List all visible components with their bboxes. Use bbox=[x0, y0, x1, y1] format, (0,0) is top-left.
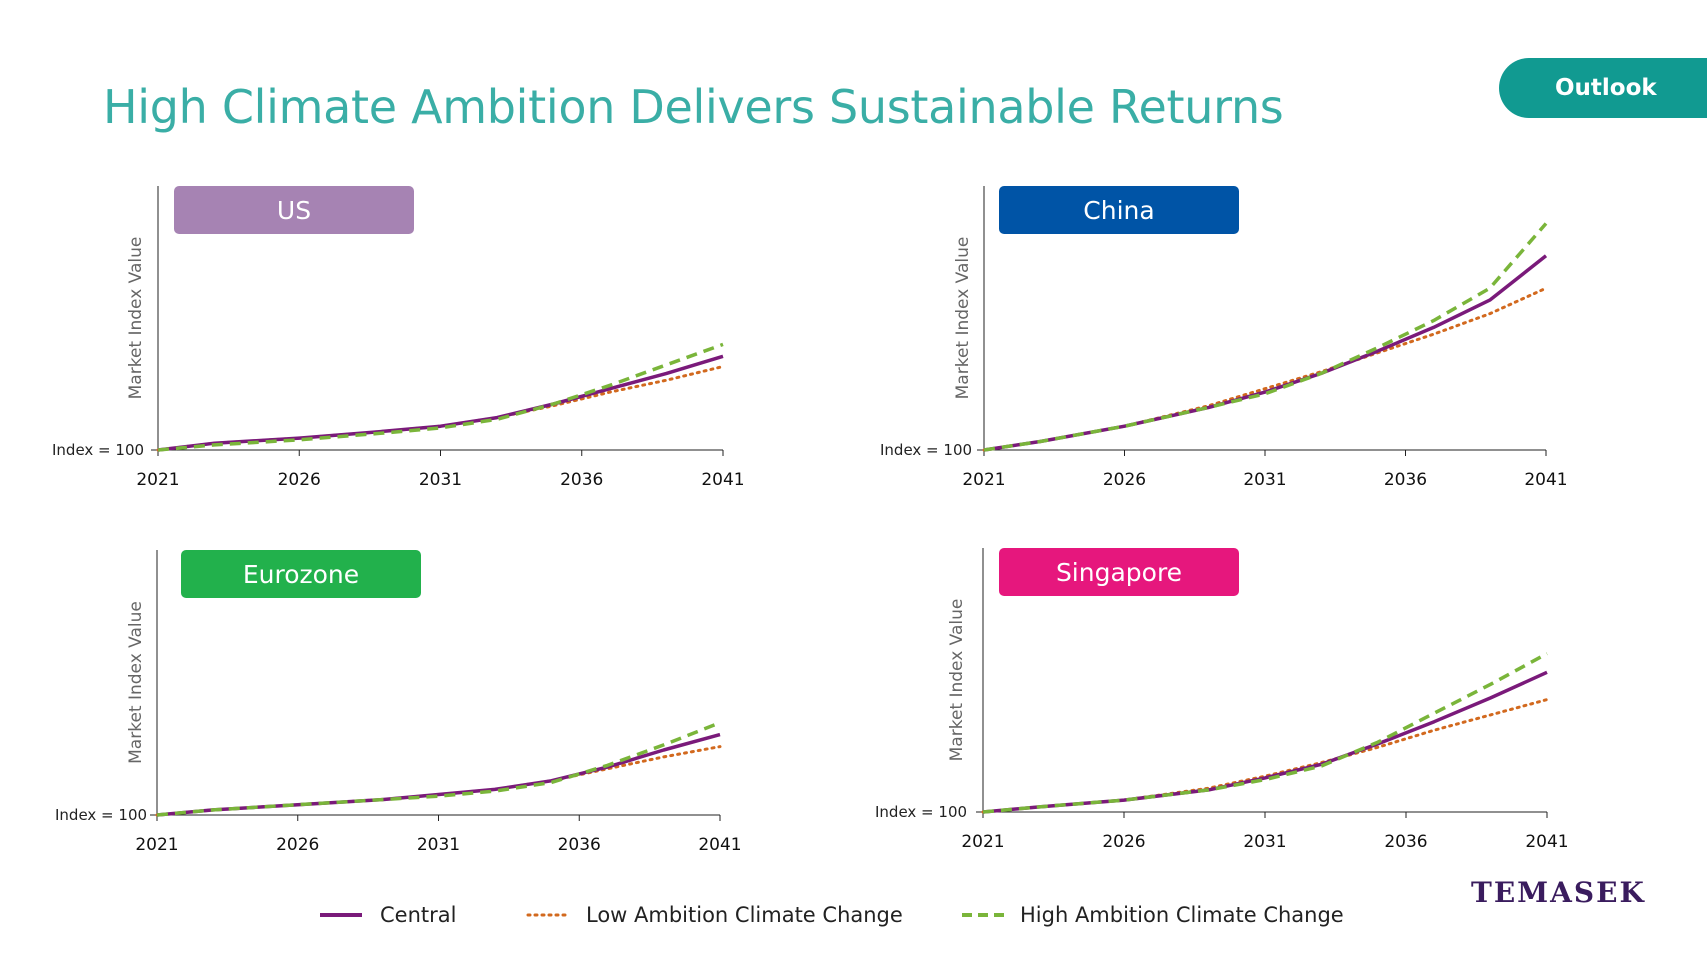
singapore-y-axis-label: Market Index Value bbox=[947, 599, 967, 762]
us-x-tick-label: 2031 bbox=[419, 470, 462, 490]
eurozone-x-tick-label: 2031 bbox=[417, 835, 460, 855]
eurozone-x-tick-label: 2026 bbox=[276, 835, 319, 855]
us-x-tick-label: 2021 bbox=[136, 470, 179, 490]
legend-item-high: High Ambition Climate Change bbox=[960, 895, 1344, 935]
eurozone-title-badge bbox=[181, 550, 421, 598]
singapore-title-badge bbox=[999, 548, 1239, 596]
eurozone-series-high bbox=[156, 721, 721, 817]
legend: Central Low Ambition Climate Change High… bbox=[0, 895, 1707, 935]
legend-swatch-high bbox=[962, 913, 1004, 917]
china-x-tick-label: 2021 bbox=[962, 470, 1005, 490]
singapore-baseline-label: Index = 100 bbox=[875, 803, 967, 821]
us-baseline-label: Index = 100 bbox=[52, 441, 144, 459]
china-x-tick-label: 2031 bbox=[1243, 470, 1286, 490]
china-series-central bbox=[983, 254, 1548, 452]
us-series-high bbox=[157, 342, 724, 452]
legend-item-low: Low Ambition Climate Change bbox=[526, 895, 903, 935]
section-badge: Outlook bbox=[1499, 58, 1707, 118]
us-title-badge bbox=[174, 186, 414, 234]
us-series-low bbox=[156, 365, 725, 452]
temasek-logo: TEMASEK bbox=[1471, 876, 1646, 909]
legend-swatch-central bbox=[320, 913, 362, 917]
legend-item-central: Central bbox=[318, 895, 456, 935]
singapore-series-high bbox=[982, 652, 1548, 814]
china-x-tick-label: 2026 bbox=[1103, 470, 1146, 490]
eurozone-x-tick-label: 2021 bbox=[135, 835, 178, 855]
china-series-high bbox=[983, 222, 1548, 452]
china-x-tick-label: 2041 bbox=[1524, 470, 1567, 490]
singapore-x-tick-label: 2036 bbox=[1384, 832, 1427, 852]
us-series-central bbox=[157, 354, 724, 452]
singapore-series-low bbox=[981, 698, 1549, 814]
china-y-axis-label: Market Index Value bbox=[953, 237, 973, 400]
legend-label-low: Low Ambition Climate Change bbox=[586, 903, 903, 927]
china-chart-title: China bbox=[1083, 196, 1154, 225]
us-x-tick-label: 2036 bbox=[560, 470, 603, 490]
eurozone-y-axis-label: Market Index Value bbox=[126, 601, 146, 764]
singapore-series-central bbox=[982, 670, 1548, 814]
singapore-x-tick-label: 2031 bbox=[1243, 832, 1286, 852]
china-x-tick-label: 2036 bbox=[1384, 470, 1427, 490]
us-x-tick-label: 2041 bbox=[701, 470, 744, 490]
page-title: High Climate Ambition Delivers Sustainab… bbox=[103, 80, 1284, 134]
legend-label-high: High Ambition Climate Change bbox=[1020, 903, 1344, 927]
singapore-chart-title: Singapore bbox=[1056, 558, 1182, 587]
eurozone-x-tick-label: 2036 bbox=[558, 835, 601, 855]
china-baseline-label: Index = 100 bbox=[880, 441, 972, 459]
singapore-x-tick-label: 2026 bbox=[1102, 832, 1145, 852]
eurozone-series-central bbox=[156, 732, 721, 817]
us-chart-title: US bbox=[277, 196, 311, 225]
singapore-x-tick-label: 2041 bbox=[1525, 832, 1568, 852]
legend-label-central: Central bbox=[380, 903, 457, 927]
eurozone-baseline-label: Index = 100 bbox=[55, 806, 147, 824]
singapore-x-tick-label: 2021 bbox=[961, 832, 1004, 852]
us-x-tick-label: 2026 bbox=[278, 470, 321, 490]
eurozone-x-tick-label: 2041 bbox=[698, 835, 741, 855]
legend-swatch-low bbox=[526, 913, 572, 917]
china-title-badge bbox=[999, 186, 1239, 234]
us-y-axis-label: Market Index Value bbox=[126, 237, 146, 400]
eurozone-chart-title: Eurozone bbox=[243, 560, 359, 589]
